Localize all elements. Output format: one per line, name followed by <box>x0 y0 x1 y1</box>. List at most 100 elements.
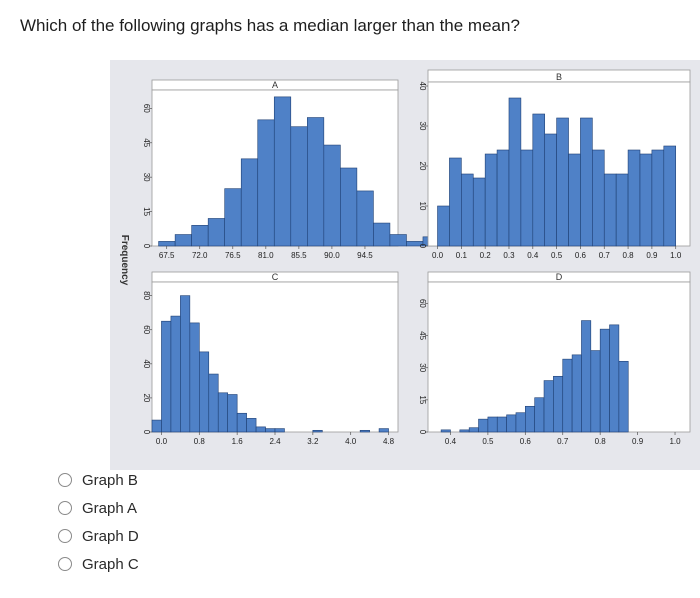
x-tick-label: 0.6 <box>520 437 532 446</box>
x-tick-label: 4.0 <box>345 437 357 446</box>
x-tick-label: 90.0 <box>324 251 340 260</box>
x-tick-label: 81.0 <box>258 251 274 260</box>
histogram-bar <box>207 218 225 247</box>
histogram-bar <box>340 167 358 247</box>
histogram-bar <box>359 429 370 433</box>
histogram-bar <box>257 119 275 247</box>
x-tick-label: 0.7 <box>599 251 611 260</box>
x-tick-label: 2.4 <box>269 437 281 446</box>
histogram-bar <box>515 412 526 433</box>
histogram-bar <box>224 188 242 247</box>
y-tick-label: 20 <box>418 162 427 171</box>
x-tick-label: 1.6 <box>232 437 244 446</box>
x-tick-label: 0.2 <box>480 251 492 260</box>
histogram-bar <box>191 225 209 247</box>
x-tick-label: 0.3 <box>503 251 515 260</box>
histogram-bar <box>496 149 510 247</box>
radio-button[interactable] <box>58 529 72 543</box>
y-tick-label: 0 <box>142 244 151 249</box>
histogram-bar <box>255 426 266 433</box>
choice-label: Graph D <box>82 527 139 545</box>
histogram-bar <box>618 360 629 433</box>
histogram-bar <box>651 149 665 247</box>
y-tick-label: 0 <box>418 430 427 435</box>
histogram-figure: A 67.5 72.0 76.5 81.0 85.5 90.0 94.5 0 15 30 45 60 Fr… <box>110 60 700 470</box>
y-tick-label: 30 <box>142 173 151 182</box>
x-tick-label: 76.5 <box>225 251 241 260</box>
histogram-bar <box>520 149 534 247</box>
histogram-bar <box>170 315 181 433</box>
histogram-bar <box>627 149 641 247</box>
histogram-grid: A 67.5 72.0 76.5 81.0 85.5 90.0 94.5 0 15 30 45 60 Fr… <box>119 69 691 446</box>
histogram-bar <box>478 418 489 433</box>
choice-graph-b[interactable]: Graph B <box>58 466 139 494</box>
y-tick-label: 60 <box>142 325 151 334</box>
choice-graph-c[interactable]: Graph C <box>58 550 139 578</box>
panel-title: A <box>272 80 278 90</box>
histogram-bar <box>592 149 605 247</box>
histogram-bar <box>544 133 557 247</box>
histogram-bar <box>246 418 257 433</box>
histogram-bar <box>208 373 219 433</box>
x-tick-label: 0.4 <box>445 437 457 446</box>
histogram-bar <box>265 428 276 433</box>
histogram-bar <box>562 358 573 433</box>
x-tick-label: 0.7 <box>557 437 569 446</box>
histogram-bar <box>459 429 470 433</box>
x-tick-label: 67.5 <box>159 251 175 260</box>
y-tick-label: 45 <box>418 331 427 340</box>
panel-title: C <box>272 272 279 282</box>
choice-label: Graph B <box>82 471 138 489</box>
x-tick-label: 0.0 <box>432 251 444 260</box>
histogram-bar <box>508 97 522 247</box>
histogram-bar <box>580 117 593 247</box>
choice-graph-d[interactable]: Graph D <box>58 522 139 550</box>
histogram-bar <box>639 153 653 247</box>
histogram-bar <box>472 177 486 247</box>
histogram-bar <box>571 354 582 433</box>
question-text: Which of the following graphs has a medi… <box>20 16 520 35</box>
histogram-bar <box>274 428 285 433</box>
histogram-bar <box>525 405 535 433</box>
histogram-bar <box>599 328 610 433</box>
x-tick-label: 0.6 <box>575 251 587 260</box>
y-tick-label: 10 <box>418 202 427 211</box>
histogram-bar <box>437 205 450 247</box>
histogram-bar <box>581 320 592 433</box>
histogram-bar <box>199 351 210 433</box>
y-tick-label: 0 <box>142 430 151 435</box>
radio-button[interactable] <box>58 557 72 571</box>
histogram-bar <box>568 153 581 247</box>
x-tick-label: 72.0 <box>192 251 208 260</box>
histogram-bar <box>161 320 172 433</box>
y-tick-label: 20 <box>142 393 151 402</box>
histogram-bar <box>151 419 162 433</box>
radio-button[interactable] <box>58 473 72 487</box>
histogram-bar <box>158 241 176 247</box>
x-tick-label: 0.1 <box>456 251 468 260</box>
histogram-bar <box>468 427 479 433</box>
x-tick-label: 0.5 <box>482 437 494 446</box>
histogram-bar <box>487 416 498 433</box>
histogram-bar <box>496 416 507 433</box>
histogram-bar <box>180 295 191 433</box>
y-tick-label: 80 <box>142 291 151 300</box>
x-tick-label: 94.5 <box>357 251 373 260</box>
histogram-bar <box>440 429 451 433</box>
y-tick-label: 15 <box>418 395 427 404</box>
histogram-bar <box>609 324 620 433</box>
x-tick-label: 0.9 <box>646 251 658 260</box>
x-tick-label: 4.8 <box>383 437 395 446</box>
x-tick-label: 0.5 <box>551 251 563 260</box>
histogram-bar <box>603 173 617 247</box>
histogram-bar <box>449 157 462 247</box>
histogram-bar <box>290 126 308 247</box>
y-tick-label: 15 <box>142 207 151 216</box>
histogram-bar <box>273 96 292 247</box>
choice-graph-a[interactable]: Graph A <box>58 494 139 522</box>
histogram-bar <box>373 222 391 247</box>
radio-button[interactable] <box>58 501 72 515</box>
x-tick-label: 0.9 <box>632 437 644 446</box>
histogram-bar <box>217 392 228 433</box>
x-tick-label: 0.8 <box>595 437 607 446</box>
